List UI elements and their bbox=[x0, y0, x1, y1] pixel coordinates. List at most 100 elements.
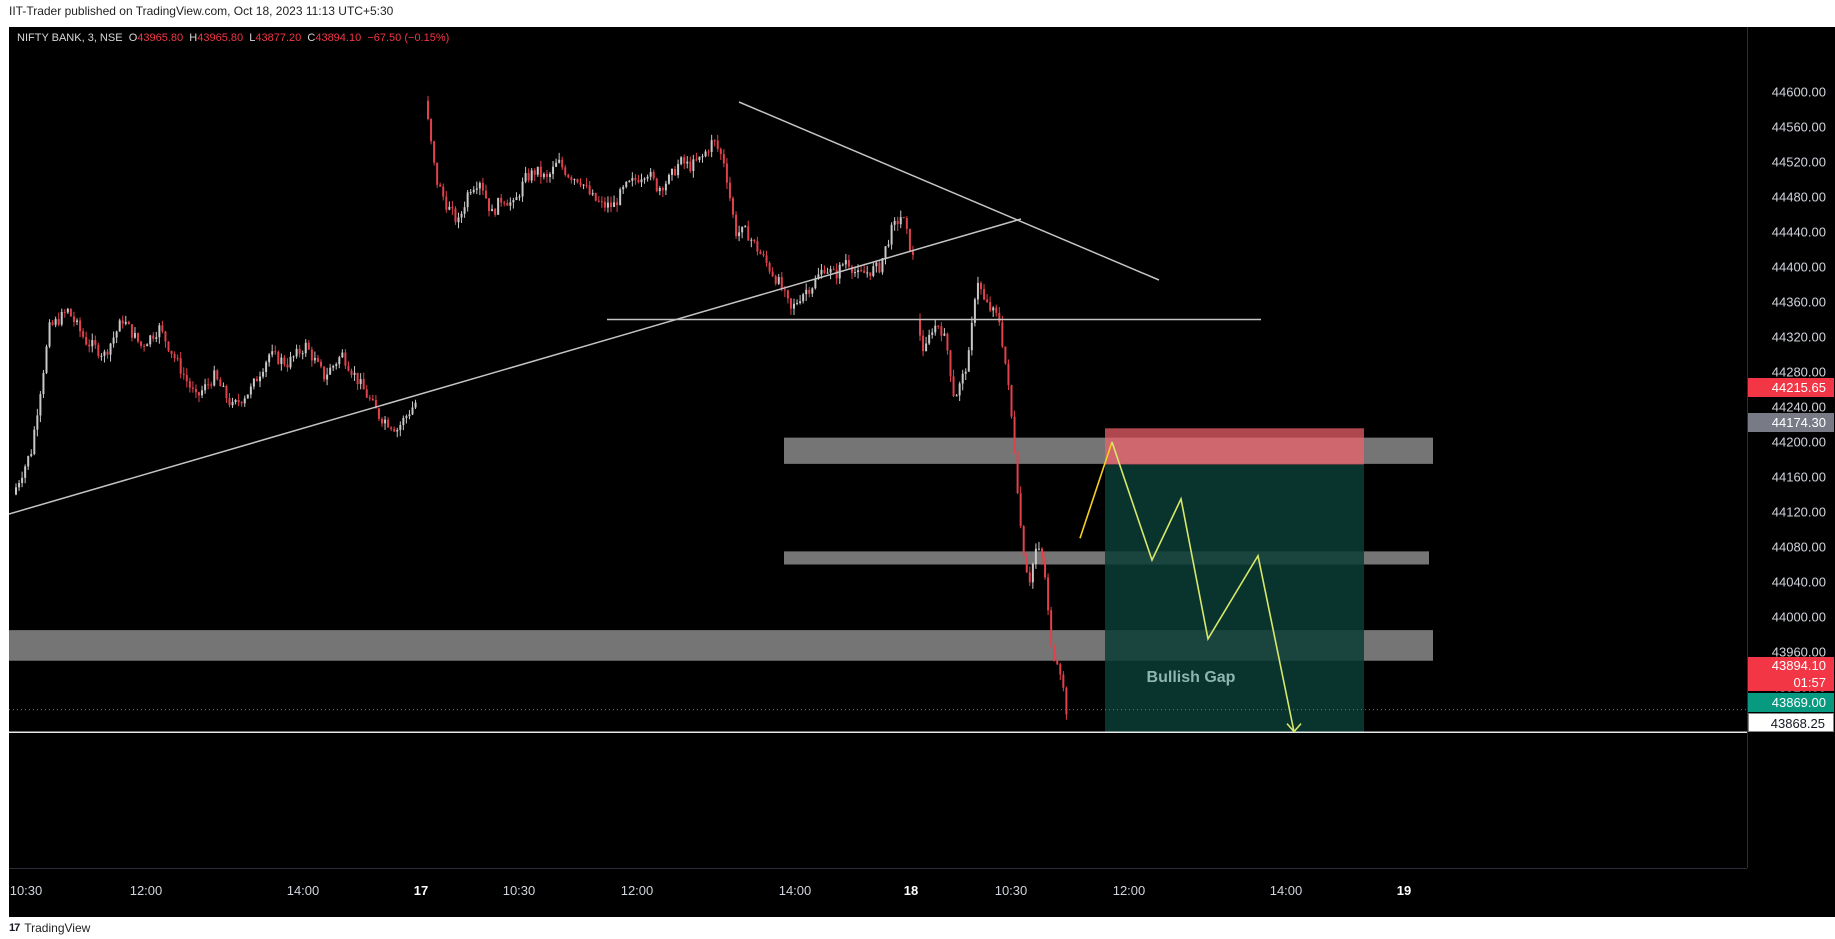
candle bbox=[399, 421, 402, 437]
candle bbox=[692, 154, 695, 178]
candle bbox=[521, 177, 524, 202]
candle bbox=[24, 464, 27, 484]
candle bbox=[307, 340, 310, 351]
candle bbox=[405, 414, 408, 424]
candle bbox=[133, 327, 136, 339]
candle bbox=[980, 281, 982, 295]
price-tick: 44000.00 bbox=[1771, 609, 1826, 625]
candle bbox=[457, 212, 460, 229]
time-scale[interactable]: 10:30 12:00 14:00 17 10:30 12:00 14:00 18 10:30 1… bbox=[9, 868, 1747, 917]
candle bbox=[188, 377, 191, 393]
candle bbox=[329, 363, 332, 375]
candle bbox=[149, 334, 152, 348]
footer: 17 TradingView bbox=[9, 917, 90, 939]
candle bbox=[277, 350, 280, 365]
candle bbox=[955, 393, 958, 397]
candle bbox=[1016, 449, 1019, 495]
candle bbox=[695, 152, 698, 162]
candle bbox=[82, 328, 85, 339]
candle bbox=[1053, 644, 1056, 662]
candle bbox=[1050, 606, 1053, 649]
candle bbox=[524, 166, 527, 184]
candle bbox=[768, 261, 771, 275]
change-value: −67.50 (−0.15%) bbox=[367, 32, 450, 44]
candle bbox=[155, 331, 158, 343]
candle bbox=[710, 134, 713, 158]
candle bbox=[606, 196, 609, 213]
candle bbox=[680, 156, 683, 166]
candle bbox=[866, 265, 869, 278]
candle bbox=[30, 449, 33, 458]
time-tick: 19 bbox=[1396, 883, 1412, 898]
candle bbox=[631, 172, 634, 187]
candle bbox=[130, 324, 133, 342]
price-tick: 44160.00 bbox=[1771, 469, 1826, 485]
candle bbox=[1059, 662, 1062, 680]
candle bbox=[36, 408, 39, 437]
candle bbox=[310, 346, 313, 367]
candle bbox=[594, 192, 597, 202]
candle bbox=[701, 153, 704, 163]
candle bbox=[347, 361, 350, 372]
candle bbox=[850, 264, 853, 279]
candle bbox=[194, 384, 197, 399]
candle bbox=[430, 118, 433, 145]
falling-trendline bbox=[738, 101, 1160, 281]
candle bbox=[503, 200, 506, 207]
publisher-line: IIT-Trader published on TradingView.com,… bbox=[9, 4, 394, 18]
price-tick: 44440.00 bbox=[1771, 224, 1826, 240]
price-tick: 44040.00 bbox=[1771, 574, 1826, 590]
candle bbox=[893, 217, 896, 231]
footer-brand[interactable]: TradingView bbox=[24, 921, 91, 935]
price-tick: 44600.00 bbox=[1771, 84, 1826, 100]
candle bbox=[201, 385, 204, 399]
price-scale[interactable]: 44600.00 44560.00 44520.00 44480.00 44440.00… bbox=[1747, 27, 1835, 868]
time-tick: 14:00 bbox=[286, 883, 320, 898]
candle bbox=[518, 194, 521, 201]
candle bbox=[655, 177, 658, 193]
candle bbox=[433, 140, 436, 166]
candle bbox=[106, 349, 109, 359]
candle bbox=[1041, 547, 1043, 565]
candle bbox=[94, 335, 97, 349]
candle bbox=[15, 483, 17, 496]
price-tick: 44480.00 bbox=[1771, 189, 1826, 205]
candle bbox=[756, 236, 759, 256]
candle bbox=[326, 367, 329, 386]
candle bbox=[402, 415, 405, 431]
candle bbox=[961, 369, 964, 391]
candle bbox=[533, 168, 536, 182]
candle bbox=[368, 395, 371, 401]
candle bbox=[585, 177, 588, 189]
low-value: 43877.20 bbox=[255, 32, 302, 44]
candle bbox=[97, 342, 100, 359]
candle bbox=[344, 349, 347, 369]
candle bbox=[170, 350, 173, 359]
candle bbox=[252, 378, 255, 390]
candle bbox=[759, 249, 762, 255]
candle bbox=[121, 315, 124, 329]
candle bbox=[750, 237, 753, 248]
chart-pane[interactable]: Bullish Gap NIFTY BANK, 3, NSE O43965.80… bbox=[9, 27, 1835, 917]
candle bbox=[937, 325, 940, 330]
candle bbox=[39, 391, 42, 423]
candle bbox=[899, 210, 902, 229]
candle bbox=[295, 344, 298, 359]
price-plot[interactable]: Bullish Gap bbox=[9, 27, 1747, 868]
candle bbox=[176, 354, 179, 362]
candle bbox=[298, 344, 301, 358]
candle bbox=[466, 189, 469, 212]
candle bbox=[872, 261, 875, 278]
candle bbox=[989, 296, 992, 313]
candle bbox=[146, 343, 149, 347]
candle bbox=[841, 262, 844, 267]
candle bbox=[51, 319, 54, 326]
time-tick: 14:00 bbox=[778, 883, 812, 898]
candle bbox=[512, 197, 515, 209]
candle bbox=[427, 95, 429, 121]
candle bbox=[826, 267, 829, 274]
stop-loss-zone bbox=[1105, 428, 1364, 465]
candle bbox=[808, 286, 811, 298]
candle bbox=[613, 195, 616, 208]
candle bbox=[875, 260, 878, 273]
